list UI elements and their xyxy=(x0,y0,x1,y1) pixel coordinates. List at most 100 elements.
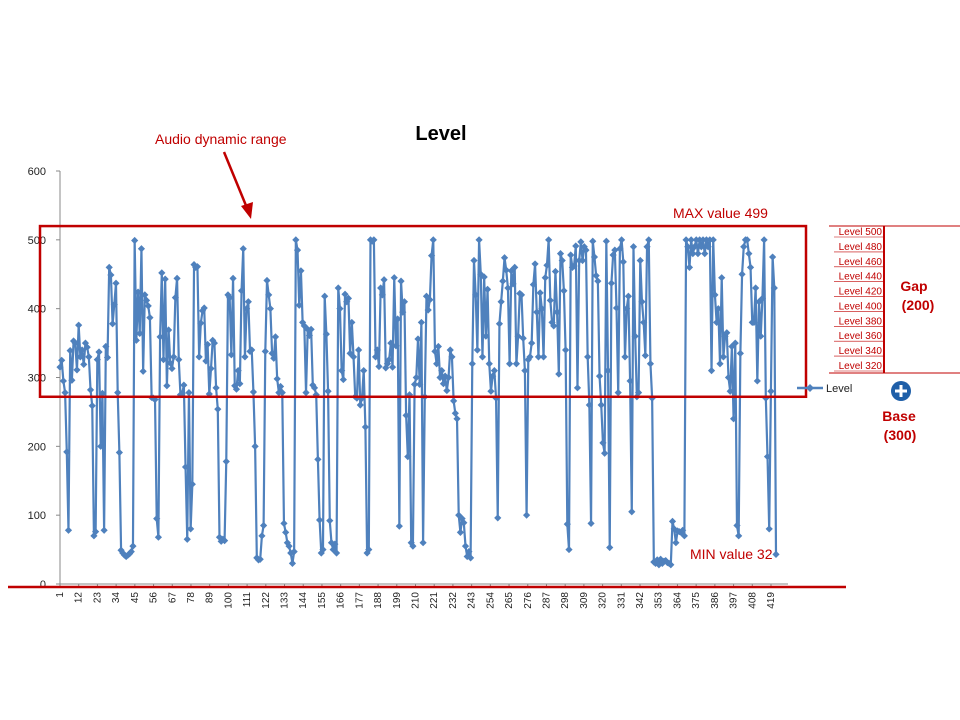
data-point xyxy=(170,353,178,361)
data-point xyxy=(244,298,252,306)
data-point xyxy=(153,515,161,523)
legend-label: Level xyxy=(826,383,852,395)
data-point xyxy=(248,346,256,354)
data-point xyxy=(728,342,736,351)
data-point xyxy=(607,279,616,287)
chart-title: Level xyxy=(415,123,466,145)
data-point xyxy=(115,448,123,457)
y-tick-label: 0 xyxy=(40,579,46,591)
data-point xyxy=(282,528,290,536)
data-point xyxy=(339,375,347,384)
x-tick-label: 12 xyxy=(74,592,85,604)
data-point xyxy=(80,360,88,369)
data-point xyxy=(132,336,140,344)
data-point xyxy=(618,236,626,244)
data-point xyxy=(594,277,602,285)
data-point xyxy=(361,423,370,431)
data-point xyxy=(276,382,285,391)
annotations: Audio dynamic range MAX value 499 MIN va… xyxy=(8,131,846,589)
data-point xyxy=(180,381,188,389)
data-point xyxy=(668,517,677,525)
data-point xyxy=(400,298,409,306)
data-point xyxy=(288,559,297,567)
x-tick-label: 276 xyxy=(523,592,534,609)
x-tick-label: 56 xyxy=(149,592,160,604)
data-point xyxy=(131,236,139,245)
data-point xyxy=(760,236,768,244)
data-point xyxy=(324,387,332,395)
x-tick-label: 386 xyxy=(710,592,721,609)
data-point xyxy=(763,453,772,461)
data-point xyxy=(648,394,656,402)
data-point xyxy=(506,360,514,368)
data-point xyxy=(589,237,597,245)
data-point xyxy=(458,515,466,523)
data-point xyxy=(555,370,563,378)
data-point xyxy=(577,238,585,246)
data-point xyxy=(609,251,617,259)
data-point xyxy=(159,356,168,364)
data-point xyxy=(402,411,410,419)
data-point xyxy=(195,353,203,361)
x-tick-label: 397 xyxy=(729,592,740,609)
data-point xyxy=(746,263,755,271)
data-point xyxy=(563,520,571,528)
data-point xyxy=(582,246,590,254)
data-point xyxy=(154,533,163,541)
data-point xyxy=(204,340,212,349)
data-point xyxy=(726,387,734,395)
data-point xyxy=(163,382,171,390)
min-value-label: MIN value 32 xyxy=(690,546,773,562)
data-point xyxy=(329,545,337,554)
data-point xyxy=(224,291,232,299)
data-point xyxy=(606,543,614,552)
data-point xyxy=(553,308,561,316)
data-point xyxy=(634,389,643,397)
scale-level-label: Level 500 xyxy=(839,227,883,238)
data-point xyxy=(234,367,242,375)
data-point xyxy=(701,250,709,258)
data-point xyxy=(161,275,169,283)
data-point xyxy=(175,356,183,364)
data-point xyxy=(181,463,190,471)
data-point xyxy=(719,353,728,361)
data-point xyxy=(539,353,548,361)
data-point xyxy=(358,394,366,402)
data-point xyxy=(407,539,415,547)
data-point xyxy=(439,380,448,388)
data-point xyxy=(319,545,327,554)
x-tick-label: 419 xyxy=(766,592,777,609)
data-point xyxy=(480,273,488,281)
data-point xyxy=(315,516,324,524)
data-point xyxy=(134,288,142,296)
base-value: (300) xyxy=(884,427,917,443)
data-point xyxy=(645,236,653,244)
data-point xyxy=(322,330,330,338)
data-point xyxy=(377,284,385,292)
x-tick-label: 408 xyxy=(747,592,758,609)
data-point xyxy=(336,305,344,313)
x-tick-label: 298 xyxy=(560,592,571,609)
data-point xyxy=(271,333,280,341)
data-point xyxy=(619,258,627,266)
data-point xyxy=(69,337,78,345)
data-point xyxy=(509,280,517,288)
data-point xyxy=(207,364,215,373)
data-point xyxy=(638,298,646,306)
x-tick-label: 89 xyxy=(205,592,216,604)
data-point xyxy=(541,274,549,282)
data-point xyxy=(334,284,342,292)
data-point xyxy=(455,511,463,519)
y-tick-label: 300 xyxy=(28,373,46,385)
data-point xyxy=(611,246,619,254)
y-tick-label: 400 xyxy=(28,304,46,316)
data-point xyxy=(258,532,266,540)
data-point xyxy=(146,314,154,322)
data-point xyxy=(290,548,298,556)
data-point xyxy=(226,294,234,302)
scale-level-label: Level 320 xyxy=(839,361,883,372)
data-point xyxy=(670,525,678,533)
data-point xyxy=(697,243,705,251)
gap-label: Gap xyxy=(900,278,927,294)
